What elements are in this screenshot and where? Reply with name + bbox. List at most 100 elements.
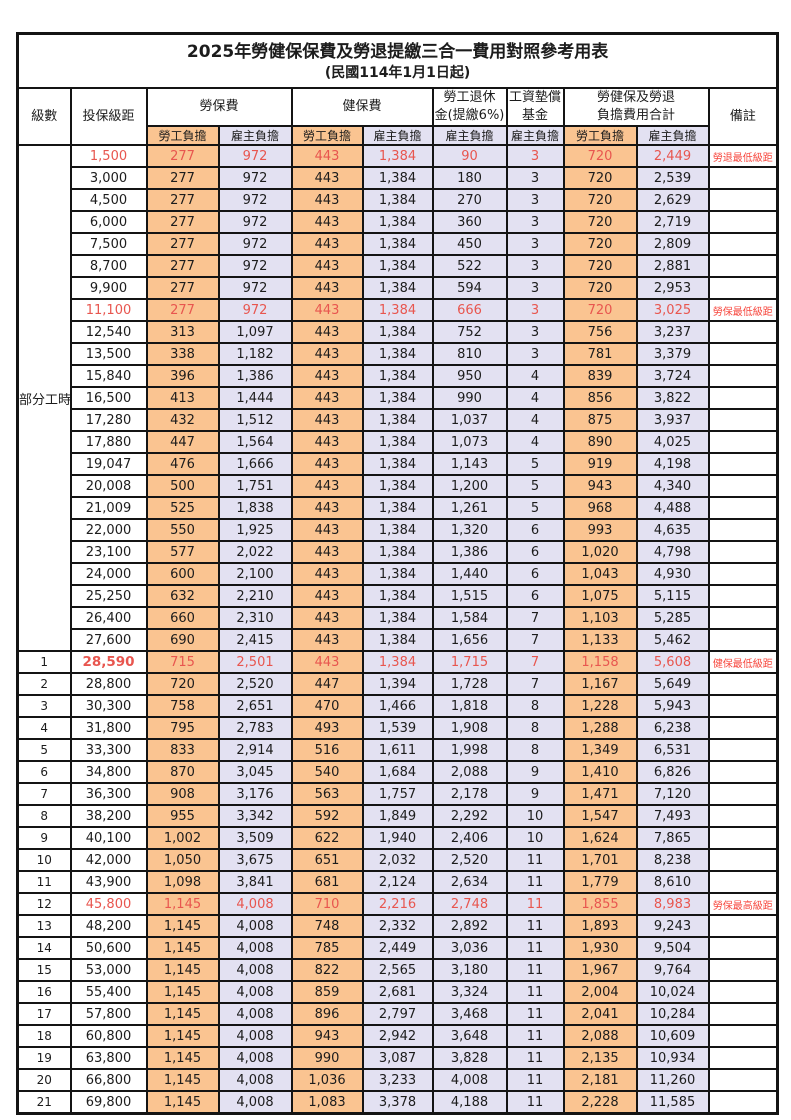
labor-employee-cell: 447 xyxy=(145,430,220,454)
salary-cell: 17,880 xyxy=(69,430,148,454)
labor-employee-cell: 720 xyxy=(145,672,220,696)
labor-employer-cell: 972 xyxy=(217,188,293,212)
table-row: 5 33,300 833 2,914 516 1,611 1,998 8 1,349 6,531 xyxy=(16,738,779,762)
table-row: 15 53,000 1,145 4,008 822 2,565 3,180 11 1,967 9,… xyxy=(16,958,779,982)
header-health-insurance: 健保費 xyxy=(290,87,434,127)
health-employee-cell: 493 xyxy=(290,716,364,740)
remark-cell xyxy=(707,958,779,982)
labor-employer-cell: 2,310 xyxy=(217,606,293,630)
health-employer-cell: 2,797 xyxy=(361,1002,434,1026)
health-employer-cell: 1,611 xyxy=(361,738,434,762)
salary-cell: 15,840 xyxy=(69,364,148,388)
pension-employer-cell: 2,292 xyxy=(431,804,508,828)
header-row-groups: 級數 投保級距 勞保費 健保費 勞工退休 金(提繳6%) 工資墊償 基金 勞健保… xyxy=(16,87,779,146)
wagefund-employer-cell: 7 xyxy=(505,650,565,674)
total-employee-cell: 968 xyxy=(562,496,638,520)
total-employer-cell: 2,539 xyxy=(635,166,710,190)
labor-employer-cell: 4,008 xyxy=(217,980,293,1004)
total-employer-cell: 5,462 xyxy=(635,628,710,652)
labor-employer-cell: 2,651 xyxy=(217,694,293,718)
total-employee-cell: 2,088 xyxy=(562,1024,638,1048)
table-row: 11,100 277 972 443 1,384 666 3 720 3,025 勞保最低級距 xyxy=(18,298,779,322)
health-employee-cell: 896 xyxy=(290,1002,364,1026)
salary-cell: 36,300 xyxy=(69,782,148,806)
remark-cell xyxy=(707,914,779,938)
salary-cell: 50,600 xyxy=(69,936,148,960)
total-employee-cell: 720 xyxy=(562,188,638,212)
header-health-employer-share: 雇主負擔 xyxy=(361,125,434,146)
wagefund-employer-cell: 4 xyxy=(505,386,565,410)
health-employee-cell: 443 xyxy=(290,584,364,608)
total-employee-cell: 720 xyxy=(562,210,638,234)
total-employee-cell: 1,547 xyxy=(562,804,638,828)
total-employer-cell: 8,983 xyxy=(635,892,710,916)
wagefund-employer-cell: 4 xyxy=(505,364,565,388)
table-row: 10 42,000 1,050 3,675 651 2,032 2,520 11 1,701 8,… xyxy=(16,848,779,872)
remark-cell xyxy=(707,804,779,828)
total-employer-cell: 4,025 xyxy=(635,430,710,454)
table-row: 22,000 550 1,925 443 1,384 1,320 6 993 4,635 xyxy=(18,518,779,542)
level-cell: 18 xyxy=(16,1024,72,1048)
table-row: 19,047 476 1,666 443 1,384 1,143 5 919 4,198 xyxy=(18,452,779,476)
remark-cell xyxy=(707,716,779,740)
total-employer-cell: 8,238 xyxy=(635,848,710,872)
pension-employer-cell: 1,584 xyxy=(431,606,508,630)
wagefund-employer-cell: 11 xyxy=(505,914,565,938)
header-wage-arrears-fund-line2: 基金 xyxy=(521,108,548,123)
table-row: 17 57,800 1,145 4,008 896 2,797 3,468 11 2,041 10… xyxy=(16,1002,779,1026)
pension-employer-cell: 1,386 xyxy=(431,540,508,564)
remark-cell xyxy=(707,276,779,300)
pension-employer-cell: 1,818 xyxy=(431,694,508,718)
labor-employer-cell: 4,008 xyxy=(217,1046,293,1070)
salary-cell: 69,800 xyxy=(69,1090,148,1115)
labor-employer-cell: 2,501 xyxy=(217,650,293,674)
table-row: 13 48,200 1,145 4,008 748 2,332 2,892 11 1,893 9,… xyxy=(16,914,779,938)
labor-employee-cell: 1,145 xyxy=(145,936,220,960)
salary-cell: 22,000 xyxy=(69,518,148,542)
page-subtitle: (民國114年1月1日起) xyxy=(324,64,471,81)
total-employer-cell: 5,608 xyxy=(635,650,710,674)
level-cell: 20 xyxy=(16,1068,72,1092)
remark-cell xyxy=(707,826,779,850)
wagefund-employer-cell: 11 xyxy=(505,1068,565,1092)
total-employee-cell: 2,041 xyxy=(562,1002,638,1026)
header-wage-arrears-fund: 工資墊償 基金 xyxy=(505,87,565,127)
total-employee-cell: 2,181 xyxy=(562,1068,638,1092)
total-employee-cell: 919 xyxy=(562,452,638,476)
health-employee-cell: 443 xyxy=(290,342,364,366)
header-labor-pension: 勞工退休 金(提繳6%) xyxy=(431,87,508,127)
pension-employer-cell: 2,892 xyxy=(431,914,508,938)
health-employer-cell: 1,384 xyxy=(361,276,434,300)
remark-cell: 健保最低級距 xyxy=(707,650,779,674)
total-employee-cell: 720 xyxy=(562,276,638,300)
pension-employer-cell: 1,073 xyxy=(431,430,508,454)
wagefund-employer-cell: 11 xyxy=(505,958,565,982)
total-employer-cell: 3,724 xyxy=(635,364,710,388)
labor-employee-cell: 338 xyxy=(145,342,220,366)
level-cell: 16 xyxy=(16,980,72,1004)
total-employer-cell: 4,198 xyxy=(635,452,710,476)
total-employee-cell: 1,020 xyxy=(562,540,638,564)
salary-cell: 21,009 xyxy=(69,496,148,520)
wagefund-employer-cell: 11 xyxy=(505,936,565,960)
pension-employer-cell: 90 xyxy=(431,144,508,168)
pension-employer-cell: 594 xyxy=(431,276,508,300)
total-employer-cell: 3,237 xyxy=(635,320,710,344)
health-employer-cell: 1,384 xyxy=(361,540,434,564)
health-employee-cell: 943 xyxy=(290,1024,364,1048)
salary-cell: 53,000 xyxy=(69,958,148,982)
labor-employee-cell: 1,145 xyxy=(145,1068,220,1092)
level-cell: 6 xyxy=(16,760,72,784)
salary-cell: 33,300 xyxy=(69,738,148,762)
health-employee-cell: 443 xyxy=(290,364,364,388)
remark-cell xyxy=(707,782,779,806)
salary-cell: 19,047 xyxy=(69,452,148,476)
table-row: 7 36,300 908 3,176 563 1,757 2,178 9 1,471 7,120 xyxy=(16,782,779,806)
table-row: 23,100 577 2,022 443 1,384 1,386 6 1,020 4,798 xyxy=(18,540,779,564)
wagefund-employer-cell: 6 xyxy=(505,540,565,564)
wagefund-employer-cell: 11 xyxy=(505,980,565,1004)
wagefund-employer-cell: 6 xyxy=(505,584,565,608)
labor-employer-cell: 1,444 xyxy=(217,386,293,410)
health-employer-cell: 1,849 xyxy=(361,804,434,828)
total-employer-cell: 2,449 xyxy=(635,144,710,168)
